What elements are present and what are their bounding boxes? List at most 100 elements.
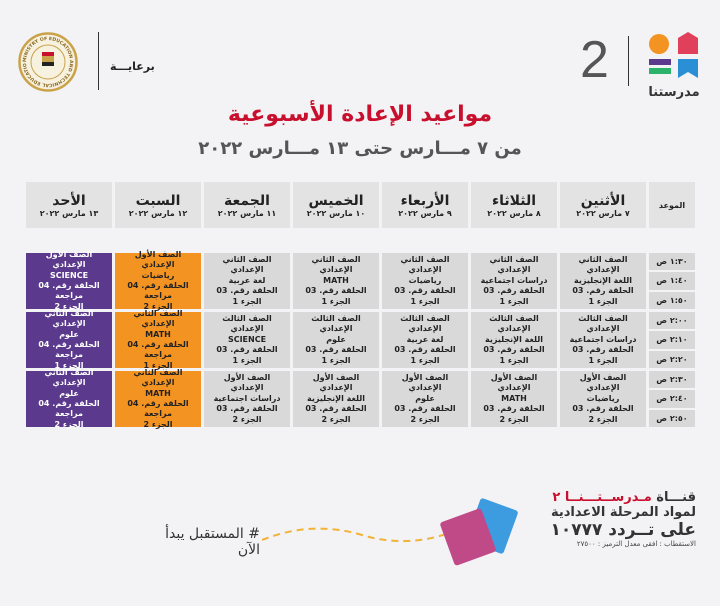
- schedule-cell: الصف الأول الإعدادي رياضيات الحلقة رقم. 03…: [560, 371, 646, 427]
- time-slot: ١:٥٠ ص: [649, 291, 695, 309]
- cell-episode: الحلقة رقم. 03: [572, 286, 634, 296]
- cell-part: الجزء 1: [499, 296, 529, 306]
- cell-episode: الحلقة رقم. 03: [305, 404, 367, 414]
- cell-grade: الصف الثاني الإعدادي: [311, 255, 361, 275]
- schedule-cell: الصف الثاني الإعدادي MATH الحلقة رقم. 04 م…: [115, 308, 201, 370]
- schedule-cell: الصف الأول الإعدادي رياضيات الحلقة رقم. 04…: [115, 249, 201, 311]
- channel-prefix: قنـــاة: [656, 490, 696, 505]
- cell-subject: MATH: [145, 388, 171, 398]
- day-date: ٨ مارس ٢٠٢٢: [487, 208, 541, 218]
- cell-episode: الحلقة رقم. 04 مراجعة: [38, 281, 100, 301]
- cell-part: الجزء 1: [143, 360, 173, 370]
- day-date: ٧ مارس ٢٠٢٢: [576, 208, 630, 218]
- cell-subject: اللغة الإنجليزية: [307, 393, 365, 403]
- schedule-cell: الصف الثاني الإعدادي MATH الحلقة رقم. 03 ال…: [293, 253, 379, 309]
- channel-subtitle: لمواد المرحلة الاعدادية: [550, 505, 696, 520]
- cell-subject: رياضيات: [586, 393, 620, 403]
- cell-grade: الصف الثالث الإعدادي: [578, 314, 628, 334]
- day-header: الأربعاء ٩ مارس ٢٠٢٢: [382, 182, 468, 228]
- cell-part: الجزء 1: [499, 355, 529, 365]
- cell-grade: الصف الثالث الإعدادي: [489, 314, 539, 334]
- channel-name: مـدرســتـــنــا ٢: [552, 490, 652, 505]
- cell-grade: الصف الأول الإعدادي: [579, 373, 627, 393]
- cell-grade: الصف الأول الإعدادي: [45, 249, 93, 270]
- day-name: السبت: [135, 192, 181, 209]
- cell-part: الجزء 2: [143, 419, 173, 429]
- time-slot: ٢:٠٠ ص: [649, 312, 695, 330]
- schedule-cell: الصف الثالث الإعدادي لغة عربية الحلقة رقم.…: [382, 312, 468, 368]
- cell-part: الجزء 1: [321, 296, 351, 306]
- cell-part: الجزء 1: [410, 296, 440, 306]
- cell-subject: MATH: [323, 275, 349, 285]
- cell-part: الجزء 2: [588, 414, 618, 424]
- schedule-cell: الصف الثالث الإعدادي علوم الحلقة رقم. 03 ال…: [293, 312, 379, 368]
- cell-part: الجزء 1: [54, 360, 84, 370]
- cell-episode: الحلقة رقم. 03: [216, 286, 278, 296]
- schedule-cell: الصف الثاني الإعدادي علوم الحلقة رقم. 04 م…: [26, 309, 112, 370]
- cell-part: الجزء 2: [143, 301, 173, 311]
- cell-episode: الحلقة رقم. 03: [394, 286, 456, 296]
- dashed-wave-decoration: [262, 527, 462, 543]
- schedule-cell: الصف الأول الإعدادي اللغة الإنجليزية الحلق…: [293, 371, 379, 427]
- cell-part: الجزء 2: [499, 414, 529, 424]
- cell-episode: الحلقة رقم. 03: [394, 345, 456, 355]
- cell-subject: اللغة الإنجليزية: [485, 334, 543, 344]
- cell-episode: الحلقة رقم. 03: [483, 404, 545, 414]
- cell-part: الجزء 1: [410, 355, 440, 365]
- cell-part: الجزء 2: [54, 301, 84, 311]
- cell-grade: الصف الثاني الإعدادي: [44, 367, 94, 388]
- day-date: ٩ مارس ٢٠٢٢: [398, 208, 452, 218]
- cell-episode: الحلقة رقم. 03: [305, 286, 367, 296]
- cell-subject: علوم: [59, 329, 79, 339]
- cell-episode: الحلقة رقم. 03: [305, 345, 367, 355]
- cell-subject: SCIENCE: [227, 334, 267, 344]
- schedule-body: ١:٣٠ ص ١:٤٠ ص ١:٥٠ ص الصف الثاني الإعدادي ال…: [26, 249, 695, 429]
- time-slot: ٢:٣٠ ص: [649, 371, 695, 389]
- schedule-cell: الصف الثاني الإعدادي MATH الحلقة رقم. 04 م…: [115, 368, 201, 429]
- cell-part: الجزء 1: [232, 355, 262, 365]
- cell-grade: الصف الثاني الإعدادي: [489, 255, 539, 275]
- ministry-logo: MINISTRY OF EDUCATION AND TECHNICAL EDUC…: [18, 32, 78, 92]
- schedule-cell: الصف الأول الإعدادي MATH الحلقة رقم. 03 الج…: [471, 371, 557, 427]
- schedule-cell: الصف الثاني الإعدادي اللغة الإنجليزية الحل…: [560, 253, 646, 309]
- cell-part: الجزء 2: [232, 414, 262, 424]
- cell-grade: الصف الثالث الإعدادي: [400, 314, 450, 334]
- cell-episode: الحلقة رقم. 03: [394, 404, 456, 414]
- frequency: على تــردد ١٠٧٧٧: [550, 520, 696, 540]
- cell-episode: الحلقة رقم. 03: [483, 286, 545, 296]
- cell-subject: علوم: [415, 393, 435, 403]
- cell-grade: الصف الثاني الإعدادي: [400, 255, 450, 275]
- day-date: ١١ مارس ٢٠٢٢: [217, 208, 277, 218]
- time-slots: ١:٣٠ ص ١:٤٠ ص ١:٥٠ ص: [649, 253, 695, 309]
- cell-subject: دراسات اجتماعية: [569, 334, 637, 344]
- cell-part: الجزء 2: [321, 414, 351, 424]
- cell-part: الجزء 1: [588, 355, 618, 365]
- schedule-cell: الصف الثالث الإعدادي SCIENCE الحلقة رقم. 0…: [204, 312, 290, 368]
- schedule-header: الموعد الأثنين ٧ مارس ٢٠٢٢ الثلاثاء ٨ مارس …: [26, 182, 695, 228]
- cell-subject: دراسات اجتماعية: [213, 393, 281, 403]
- cell-grade: الصف الثاني الإعدادي: [133, 308, 183, 329]
- cell-subject: MATH: [145, 329, 171, 339]
- day-date: ١٢ مارس ٢٠٢٢: [128, 208, 188, 218]
- cell-subject: اللغة الإنجليزية: [574, 275, 632, 285]
- cell-subject: رياضيات: [408, 275, 442, 285]
- day-name: الأحد: [52, 192, 86, 209]
- time-slot: ٢:٤٠ ص: [649, 390, 695, 408]
- schedule-cell: الصف الثاني الإعدادي دراسات اجتماعية الحلق…: [471, 253, 557, 309]
- time-slot: ١:٤٠ ص: [649, 272, 695, 290]
- cell-grade: الصف الأول الإعدادي: [134, 249, 182, 270]
- cell-grade: الصف الثالث الإعدادي: [311, 314, 361, 334]
- schedule-cell: الصف الثاني الإعدادي رياضيات الحلقة رقم. 0…: [382, 253, 468, 309]
- cell-part: الجزء 2: [410, 414, 440, 424]
- cell-grade: الصف الأول الإعدادي: [312, 373, 360, 393]
- time-slot: ١:٣٠ ص: [649, 253, 695, 271]
- polarization: الاستقطاب : افقى معدل الترميز : ٢٧٥٠٠: [576, 540, 696, 548]
- schedule-cell: الصف الثاني الإعدادي لغة عربية الحلقة رقم.…: [204, 253, 290, 309]
- madrasetna-logo-icon: [649, 32, 698, 78]
- day-header: الثلاثاء ٨ مارس ٢٠٢٢: [471, 182, 557, 228]
- day-header: الخميس ١٠ مارس ٢٠٢٢: [293, 182, 379, 228]
- day-date: ١٣ مارس ٢٠٢٢: [39, 208, 99, 218]
- time-header: الموعد: [649, 182, 695, 228]
- cell-subject: MATH: [501, 393, 527, 403]
- hashtag: # المستقبل يبدأ الآن: [165, 526, 260, 558]
